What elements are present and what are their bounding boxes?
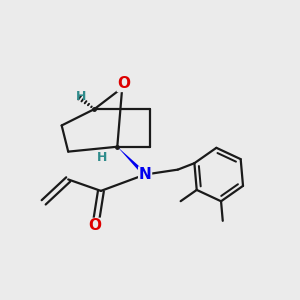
Text: H: H [76, 90, 86, 103]
Text: N: N [139, 167, 152, 182]
Polygon shape [117, 147, 147, 176]
Text: O: O [117, 76, 130, 92]
Text: H: H [98, 151, 108, 164]
Text: O: O [88, 218, 101, 233]
